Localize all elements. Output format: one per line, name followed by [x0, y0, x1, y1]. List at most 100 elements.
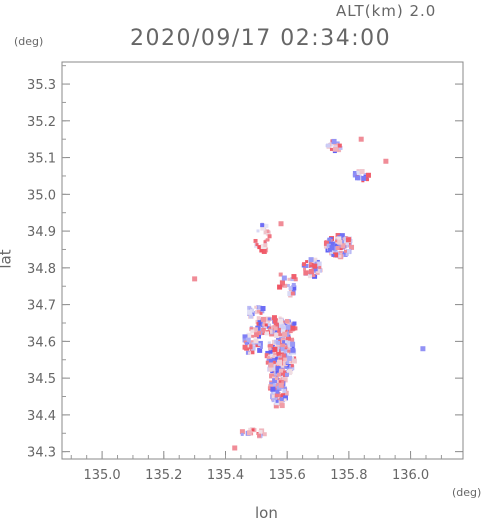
data-point: [242, 334, 248, 340]
data-point: [338, 243, 343, 248]
data-point: [290, 347, 296, 353]
data-point: [281, 329, 286, 334]
data-point: [276, 380, 281, 385]
data-point: [314, 260, 319, 265]
data-point: [272, 354, 276, 358]
data-point: [345, 237, 351, 243]
data-point: [333, 252, 339, 258]
data-point: [290, 341, 296, 347]
data-point: [343, 240, 349, 246]
data-point: [316, 269, 321, 274]
data-point: [287, 277, 291, 281]
chart-timestamp-title: 2020/09/17 02:34:00: [130, 26, 392, 51]
data-point: [312, 274, 316, 278]
data-point: [277, 325, 283, 331]
y-ticks: 34.3 34.4 34.5 34.6 34.7 34.8 34.9 35.0 35.1 35.2…: [27, 65, 463, 461]
data-point: [280, 363, 285, 368]
data-point: [365, 178, 369, 182]
data-point: [268, 367, 273, 372]
data-point: [268, 358, 273, 363]
data-point: [258, 430, 263, 435]
data-point: [282, 377, 288, 383]
data-point: [286, 370, 292, 376]
data-point: [286, 340, 291, 345]
data-point: [293, 356, 297, 360]
data-point: [280, 343, 286, 349]
data-point: [312, 266, 318, 272]
data-point: [246, 430, 252, 436]
x-tick-label: 135.0: [83, 468, 120, 483]
data-point: [283, 349, 289, 355]
data-point: [272, 360, 276, 364]
data-point: [278, 316, 282, 320]
data-point: [274, 377, 278, 381]
data-point: [259, 345, 263, 349]
data-point: [257, 347, 263, 353]
data-point: [273, 403, 279, 409]
data-point: [338, 254, 342, 258]
data-point: [257, 343, 261, 347]
data-point: [266, 230, 270, 234]
x-tick-label: 135.2: [145, 468, 182, 483]
data-point: [268, 347, 272, 351]
data-point: [267, 386, 271, 390]
data-point: [284, 318, 289, 323]
data-point: [285, 372, 290, 377]
data-point: [308, 269, 314, 275]
data-point: [262, 432, 267, 437]
data-point: [345, 249, 351, 255]
data-point: [281, 275, 287, 281]
data-point: [245, 337, 251, 343]
data-point: [339, 233, 345, 239]
data-point: [253, 238, 258, 243]
data-point: [291, 345, 295, 349]
data-point: [275, 366, 281, 372]
data-point: [253, 338, 259, 344]
data-point: [242, 344, 248, 350]
data-point: [278, 318, 284, 324]
data-point: [256, 309, 260, 313]
data-point: [255, 243, 259, 247]
data-point: [328, 241, 334, 247]
data-point: [267, 234, 272, 239]
data-point: [283, 283, 288, 288]
data-point: [290, 291, 295, 296]
data-point: [292, 321, 297, 326]
data-point: [275, 389, 280, 394]
data-point: [277, 327, 283, 333]
data-point: [251, 334, 255, 338]
data-point: [247, 305, 252, 310]
data-point: [279, 397, 285, 403]
data-point: [349, 244, 355, 250]
data-point: [250, 329, 255, 334]
data-point: [254, 332, 260, 338]
data-point: [290, 277, 295, 282]
data-point: [329, 245, 335, 251]
data-point: [271, 315, 277, 321]
data-point: [277, 359, 283, 365]
data-point: [331, 253, 335, 257]
data-point: [246, 332, 252, 338]
data-point: [239, 429, 245, 435]
data-point: [359, 169, 365, 175]
data-point: [265, 238, 269, 242]
data-point: [249, 314, 254, 319]
data-point: [260, 223, 265, 228]
data-point: [257, 330, 262, 335]
data-point: [272, 318, 278, 324]
data-point: [247, 309, 253, 315]
data-point: [277, 372, 282, 377]
data-point: [260, 324, 264, 328]
data-point: [356, 170, 362, 176]
data-point: [283, 386, 287, 390]
y-tick-label: 34.4: [27, 409, 56, 424]
data-point: [248, 351, 252, 355]
data-point: [306, 270, 312, 276]
data-point: [264, 353, 270, 359]
data-point: [273, 387, 278, 392]
data-point: [332, 146, 338, 152]
data-point: [347, 241, 351, 245]
data-point: [260, 225, 266, 231]
data-point: [274, 393, 279, 398]
data-point: [285, 345, 289, 349]
